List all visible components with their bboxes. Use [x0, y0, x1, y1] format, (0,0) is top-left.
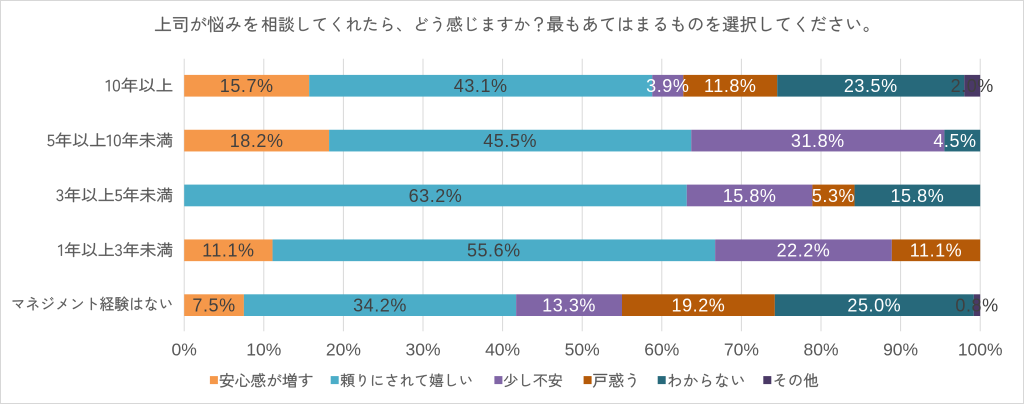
svg-text:30%: 30% [405, 339, 440, 359]
svg-text:55.6%: 55.6% [467, 241, 521, 261]
svg-text:100%: 100% [958, 339, 1003, 359]
svg-text:5.3%: 5.3% [812, 186, 855, 206]
svg-text:10%: 10% [246, 339, 281, 359]
svg-text:50%: 50% [565, 339, 600, 359]
svg-text:15.8%: 15.8% [890, 186, 944, 206]
svg-text:13.3%: 13.3% [542, 296, 596, 316]
svg-text:15.7%: 15.7% [220, 76, 274, 96]
svg-text:0%: 0% [172, 339, 197, 359]
svg-text:45.5%: 45.5% [483, 131, 537, 151]
svg-text:63.2%: 63.2% [409, 186, 463, 206]
svg-text:90%: 90% [883, 339, 918, 359]
svg-text:23.5%: 23.5% [844, 76, 898, 96]
svg-text:19.2%: 19.2% [672, 296, 726, 316]
svg-text:40%: 40% [485, 339, 520, 359]
svg-text:34.2%: 34.2% [353, 296, 407, 316]
svg-text:2.0%: 2.0% [951, 76, 994, 96]
svg-text:31.8%: 31.8% [791, 131, 845, 151]
svg-text:20%: 20% [326, 339, 361, 359]
svg-text:4.5%: 4.5% [933, 131, 976, 151]
svg-text:80%: 80% [803, 339, 838, 359]
svg-text:18.2%: 18.2% [230, 131, 284, 151]
svg-text:15.8%: 15.8% [723, 186, 777, 206]
svg-text:3.9%: 3.9% [646, 76, 689, 96]
svg-text:0.8%: 0.8% [955, 296, 998, 316]
svg-text:11.1%: 11.1% [910, 241, 962, 261]
svg-text:60%: 60% [644, 339, 679, 359]
svg-text:43.1%: 43.1% [454, 76, 508, 96]
svg-text:7.5%: 7.5% [192, 296, 235, 316]
svg-text:11.1%: 11.1% [202, 241, 254, 261]
svg-text:11.8%: 11.8% [704, 76, 756, 96]
svg-text:25.0%: 25.0% [847, 296, 901, 316]
svg-text:70%: 70% [724, 339, 759, 359]
svg-text:22.2%: 22.2% [777, 241, 831, 261]
